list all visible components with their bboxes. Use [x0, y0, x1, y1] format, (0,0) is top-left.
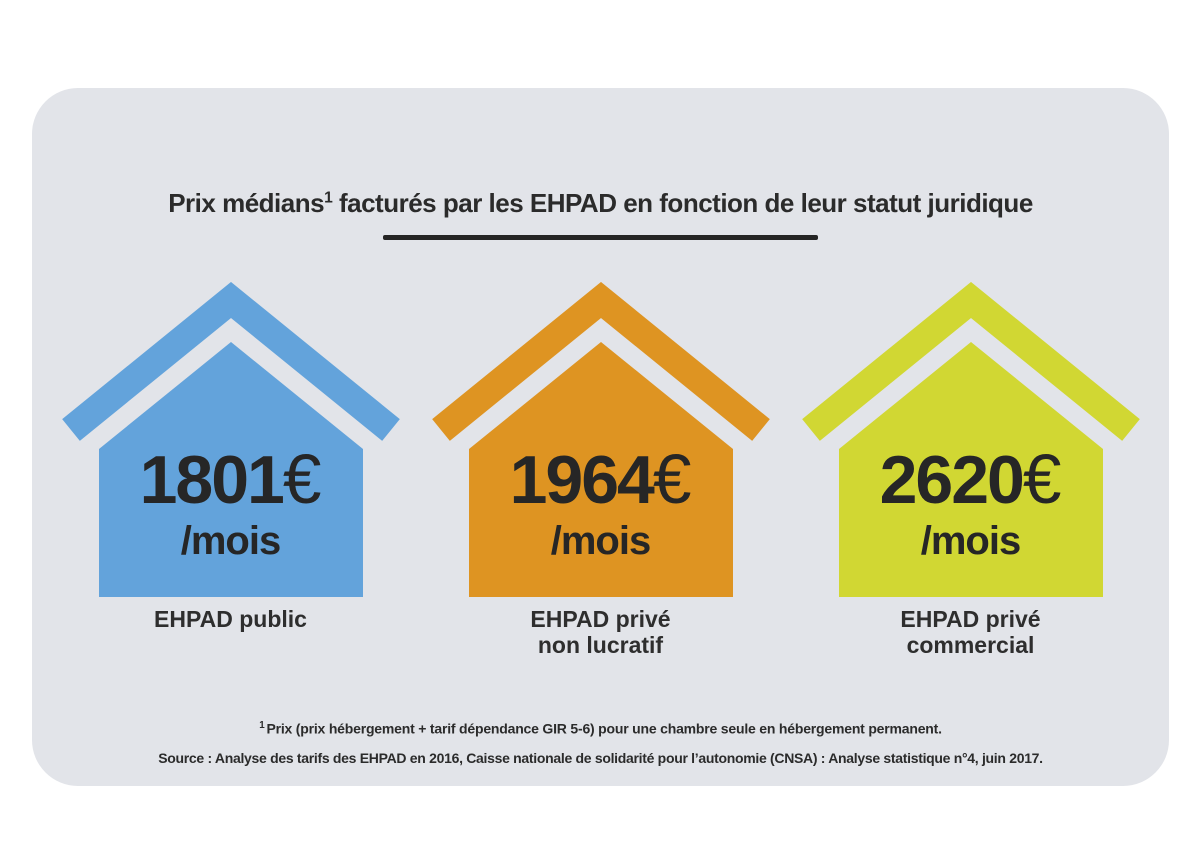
- title-footnote-marker: 1: [324, 189, 333, 207]
- price-value: 1964€: [431, 445, 771, 515]
- price-value: 2620€: [801, 445, 1141, 515]
- price-period: /mois: [920, 518, 1021, 563]
- house-ehpad-public: 1801€ /mois EHPAD public: [61, 282, 401, 658]
- house-icon: [431, 282, 770, 598]
- price-block: 1801€ /mois: [61, 445, 401, 563]
- house-icon: [61, 282, 400, 598]
- label-line-2: commercial: [906, 632, 1035, 659]
- title-text-start: Prix médians: [168, 188, 325, 218]
- footnote: 1 Prix (prix hébergement + tarif dépendan…: [72, 720, 1129, 737]
- label-line-1: EHPAD privé: [900, 606, 1041, 633]
- house-category-label: EHPAD privé commercial: [801, 606, 1141, 658]
- euro-sign: €: [1022, 440, 1062, 519]
- euro-sign: €: [282, 440, 322, 519]
- house-category-label: EHPAD privé non lucratif: [431, 606, 771, 658]
- infographic-card: Prix médians1 facturés par les EHPAD en …: [32, 88, 1169, 786]
- price-value: 1801€: [61, 445, 401, 515]
- house-category-label: EHPAD public: [61, 606, 401, 632]
- price-period: /mois: [180, 518, 281, 563]
- footnote-marker: 1: [259, 720, 265, 732]
- title-underline: [383, 235, 818, 241]
- page-title: Prix médians1 facturés par les EHPAD en …: [72, 188, 1129, 219]
- price-block: 2620€ /mois: [801, 445, 1141, 563]
- euro-sign: €: [652, 440, 692, 519]
- house-ehpad-prive-non-lucratif: 1964€ /mois EHPAD privé non lucratif: [431, 282, 771, 658]
- label-line-1: EHPAD public: [154, 606, 307, 633]
- price-period: /mois: [550, 518, 651, 563]
- house-ehpad-prive-commercial: 2620€ /mois EHPAD privé commercial: [801, 282, 1141, 658]
- footnote-text: Prix (prix hébergement + tarif dépendanc…: [266, 720, 942, 737]
- price-number: 1801: [139, 442, 285, 519]
- price-block: 1964€ /mois: [431, 445, 771, 563]
- price-number: 1964: [509, 442, 655, 519]
- title-text-end: facturés par les EHPAD en fonction de le…: [332, 188, 1033, 218]
- house-icon: [801, 282, 1140, 598]
- price-number: 2620: [879, 442, 1025, 519]
- label-line-2: non lucratif: [537, 632, 664, 659]
- label-line-1: EHPAD privé: [530, 606, 671, 633]
- houses-row: 1801€ /mois EHPAD public 1964€ /mois: [32, 282, 1169, 658]
- source-line: Source : Analyse des tarifs des EHPAD en…: [158, 749, 1043, 766]
